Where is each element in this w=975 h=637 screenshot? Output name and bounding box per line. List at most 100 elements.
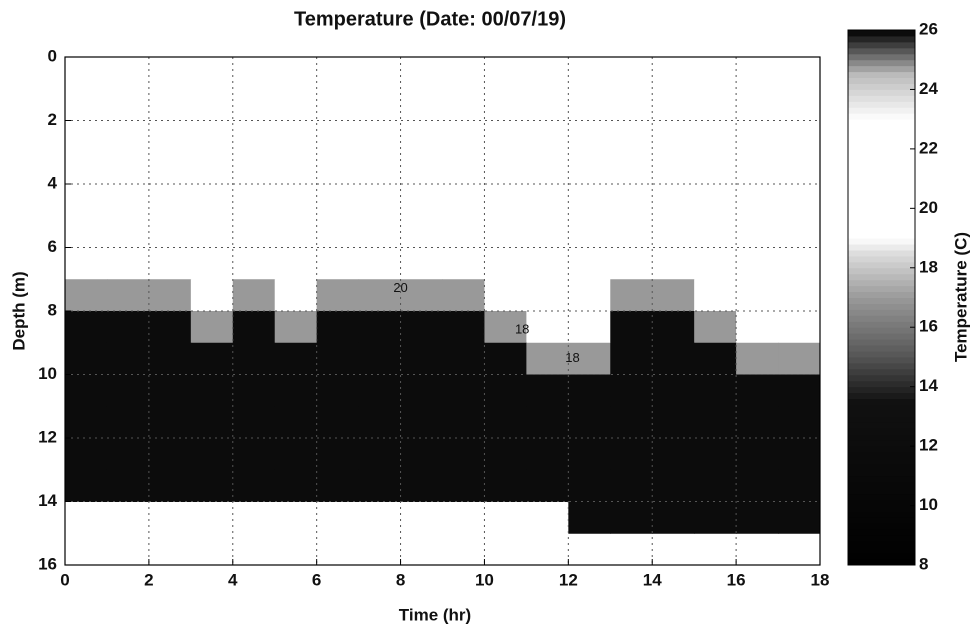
heat-cell <box>401 152 443 184</box>
colorbar-step <box>848 428 915 434</box>
heat-cell <box>233 121 275 153</box>
heat-cell <box>443 406 485 438</box>
heat-cell <box>694 279 736 311</box>
colorbar-step <box>848 131 915 137</box>
colorbar-step <box>848 399 915 405</box>
heat-cell <box>568 248 610 280</box>
y-tick-label: 12 <box>38 427 57 446</box>
heat-cell <box>359 121 401 153</box>
heat-cell <box>275 343 317 375</box>
heat-cell <box>568 152 610 184</box>
colorbar-step <box>848 369 915 375</box>
colorbar-step <box>848 42 915 48</box>
colorbar-tick-label: 22 <box>919 138 938 157</box>
heat-cell <box>359 248 401 280</box>
y-tick-label: 8 <box>48 300 57 319</box>
colorbar-step <box>848 95 915 101</box>
heat-cell <box>484 406 526 438</box>
heat-cell <box>736 406 778 438</box>
heat-cell <box>65 184 107 216</box>
colorbar-tick-label: 10 <box>919 495 938 514</box>
heat-cell <box>652 375 694 407</box>
heat-cell <box>191 375 233 407</box>
x-tick-label: 4 <box>228 570 238 589</box>
colorbar-step <box>848 72 915 78</box>
colorbar-step <box>848 321 915 327</box>
heat-cell <box>443 311 485 343</box>
heat-cell <box>191 406 233 438</box>
heat-cell <box>568 279 610 311</box>
heat-cell <box>778 89 820 121</box>
heat-cell <box>652 121 694 153</box>
heat-cell <box>484 279 526 311</box>
colorbar-step <box>848 298 915 304</box>
heat-cell <box>526 152 568 184</box>
heat-cell <box>107 184 149 216</box>
heat-cell <box>443 343 485 375</box>
heat-cell <box>694 121 736 153</box>
heat-cell <box>107 248 149 280</box>
heat-cell <box>443 279 485 311</box>
colorbar-step <box>848 440 915 446</box>
x-tick-label: 6 <box>312 570 321 589</box>
heat-cell <box>568 470 610 502</box>
heat-cell <box>401 343 443 375</box>
heat-cell <box>778 406 820 438</box>
heat-cell <box>233 470 275 502</box>
heat-cell <box>359 343 401 375</box>
heat-cell <box>736 89 778 121</box>
heat-cell <box>275 406 317 438</box>
heat-cell <box>484 184 526 216</box>
colorbar-step <box>848 107 915 113</box>
heat-cell <box>568 57 610 89</box>
heat-cell <box>233 406 275 438</box>
heat-cell <box>359 216 401 248</box>
heat-cell <box>191 470 233 502</box>
colorbar-step <box>848 292 915 298</box>
colorbar-step <box>848 155 915 161</box>
heat-cell <box>568 375 610 407</box>
heat-cell <box>736 57 778 89</box>
heat-cell <box>652 311 694 343</box>
heat-cell <box>275 57 317 89</box>
heat-cell <box>778 438 820 470</box>
heat-cell <box>275 89 317 121</box>
heat-cell <box>778 502 820 534</box>
heat-cell <box>778 184 820 216</box>
colorbar-step <box>848 101 915 107</box>
colorbar-step <box>848 54 915 60</box>
heat-cell <box>107 343 149 375</box>
heat-cell <box>275 184 317 216</box>
colorbar-step <box>848 30 915 36</box>
colorbar-step <box>848 315 915 321</box>
colorbar-step <box>848 125 915 131</box>
heat-cell <box>317 470 359 502</box>
heat-cell <box>233 343 275 375</box>
heat-cell <box>149 57 191 89</box>
heat-cell <box>317 311 359 343</box>
y-tick-label: 10 <box>38 364 57 383</box>
heat-cell <box>401 406 443 438</box>
colorbar-step <box>848 517 915 523</box>
heat-cell <box>736 279 778 311</box>
colorbar-step <box>848 500 915 506</box>
heat-cell <box>107 152 149 184</box>
heat-cell <box>652 89 694 121</box>
colorbar-step <box>848 476 915 482</box>
heat-cell <box>65 248 107 280</box>
colorbar-step <box>848 238 915 244</box>
colorbar-step <box>848 547 915 553</box>
heat-cell <box>778 311 820 343</box>
heat-cell <box>191 311 233 343</box>
heat-cell <box>694 152 736 184</box>
heat-cell <box>359 184 401 216</box>
heat-cell <box>526 375 568 407</box>
colorbar-step <box>848 256 915 262</box>
colorbar-step <box>848 488 915 494</box>
heat-cell <box>233 152 275 184</box>
heat-cell <box>401 375 443 407</box>
colorbar-step <box>848 232 915 238</box>
heat-cell <box>694 184 736 216</box>
heat-cell <box>568 438 610 470</box>
